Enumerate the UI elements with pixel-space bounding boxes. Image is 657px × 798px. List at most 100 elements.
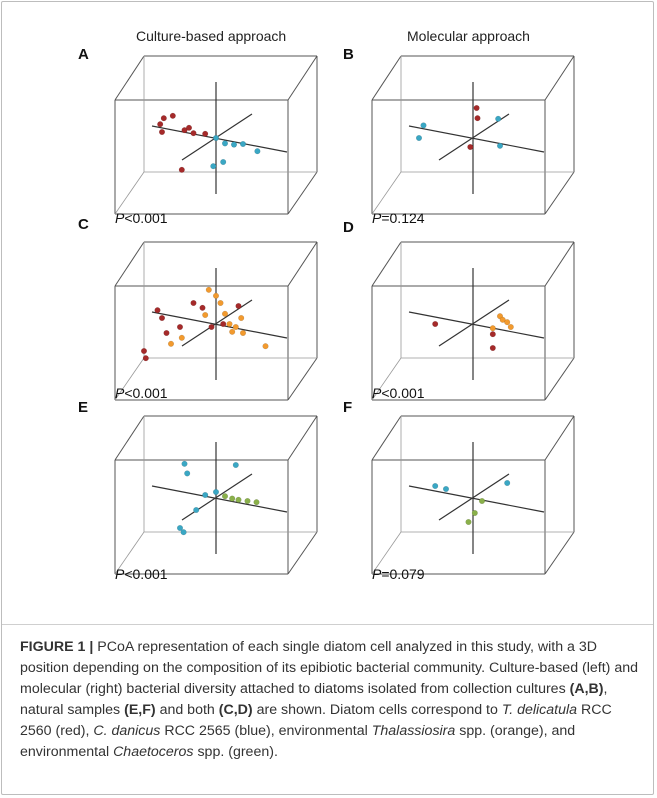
data-point [212,488,219,495]
p-value: P<0.001 [115,210,168,226]
box-edge-hidden [371,171,402,215]
box-edge [544,415,575,461]
box-edge [287,171,318,215]
data-point [176,323,183,330]
data-point [230,141,237,148]
data-point [504,479,511,486]
caption-text: RCC 2560 (red), [20,702,612,739]
data-point [226,320,233,327]
column-header-right: Molecular approach [407,28,530,44]
box-edge [287,357,318,401]
data-point [202,311,209,318]
data-point [154,307,161,314]
caption-text: spp. (green). [193,744,278,760]
data-point [432,482,439,489]
caption-text: are shown. Diatom cells correspond to [252,702,502,718]
data-point [210,163,217,170]
axis-horizontal [408,485,545,513]
data-point [499,316,506,323]
panel-letter: F [343,399,353,416]
box-edge [287,55,318,101]
data-point [169,112,176,119]
caption-label: FIGURE 1 | [20,639,94,655]
data-point [232,462,239,469]
panel-ref: (C,D) [218,702,253,718]
data-point [168,340,175,347]
data-point [178,166,185,173]
data-point [489,344,496,351]
box-edge [114,415,145,461]
data-point [432,320,439,327]
data-point [220,320,227,327]
axis-horizontal [408,125,545,153]
caption-text: spp. (orange), and environmental [20,723,576,760]
data-point [178,334,185,341]
pcoa-plot-b [371,55,575,215]
pcoa-plot-a [114,55,318,215]
box-edge [544,531,575,575]
pcoa-plot-e [114,415,318,575]
data-point [208,323,215,330]
box-edge-hidden [114,531,145,575]
axis-depth [438,299,510,347]
data-point [474,115,481,122]
axis-depth [438,113,510,161]
data-point [465,518,472,525]
data-point [232,323,239,330]
data-point [507,323,514,330]
p-value: P<0.001 [115,385,168,401]
data-point [221,310,228,317]
caption-text: PCoA representation of each single diato… [20,639,639,697]
data-point [202,491,209,498]
data-point [181,127,188,134]
axis-horizontal [408,311,545,339]
data-point [141,347,148,354]
axis-depth [181,299,253,347]
box-edge-hidden [371,531,402,575]
data-point [504,319,511,326]
data-point [163,329,170,336]
box-edge [287,531,318,575]
figure-caption: FIGURE 1 | PCoA representation of each s… [20,637,640,763]
data-point [229,328,236,335]
data-point [489,331,496,338]
box-edge [287,241,318,287]
data-point [239,329,246,336]
data-point [496,142,503,149]
box-edge-hidden [371,357,402,401]
panel-letter: D [343,219,354,236]
data-point [202,130,209,137]
axis-horizontal [151,485,288,513]
box-edge-hidden [114,357,145,401]
data-point [159,314,166,321]
data-point [212,134,219,141]
data-point [473,105,480,112]
axis-depth [438,473,510,521]
box-edge [371,55,402,101]
data-point [478,497,485,504]
pcoa-plot-f [371,415,575,575]
panel-letter: E [78,399,89,416]
box-edge [544,171,575,215]
box-edge [371,241,402,287]
data-point [193,506,200,513]
data-point [489,325,496,332]
panel-letter: A [78,46,89,63]
data-point [205,286,212,293]
p-value: P<0.001 [115,566,168,582]
data-point [184,470,191,477]
data-point [221,493,228,500]
data-point [212,292,219,299]
caption-text: and both [155,702,219,718]
data-point [190,300,197,307]
data-point [235,302,242,309]
box-edge-hidden [114,171,145,215]
pcoa-plot-d [371,241,575,401]
species-name: C. danicus [93,723,161,739]
box-edge [114,55,145,101]
data-point [220,158,227,165]
data-point [416,134,423,141]
box-edge [544,357,575,401]
data-point [420,122,427,129]
